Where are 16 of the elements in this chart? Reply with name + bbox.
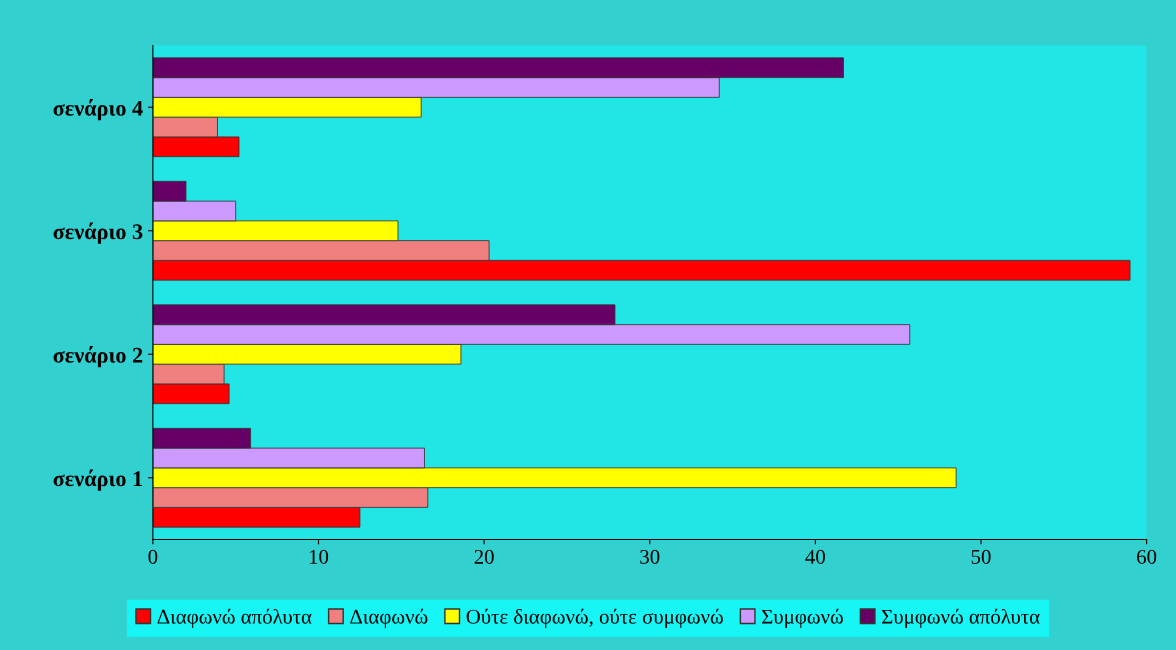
legend-label: Διαφωνώ: [350, 608, 428, 628]
x-tick-label: 20: [474, 549, 494, 564]
legend-label: Διαφωνώ απόλυτα: [157, 608, 312, 628]
y-tick-label: σενάριο 1: [53, 469, 143, 491]
x-tick-label: 50: [971, 549, 991, 564]
legend-label: Συμφωνώ απόλυτα: [882, 608, 1040, 628]
x-tick-label: 0: [148, 549, 158, 564]
legend-label: Ούτε διαφωνώ, ούτε συμφωνώ: [466, 608, 723, 628]
x-tick-label: 10: [309, 549, 329, 564]
y-tick-label: σενάριο 3: [53, 222, 143, 244]
y-tick-label: σενάριο 2: [53, 345, 143, 368]
y-tick-label: σενάριο 4: [53, 98, 143, 121]
x-tick-label: 40: [805, 549, 825, 564]
x-tick-label: 60: [1137, 549, 1157, 564]
x-tick-label: 30: [640, 549, 660, 564]
legend-label: Συμφωνώ: [762, 608, 843, 628]
